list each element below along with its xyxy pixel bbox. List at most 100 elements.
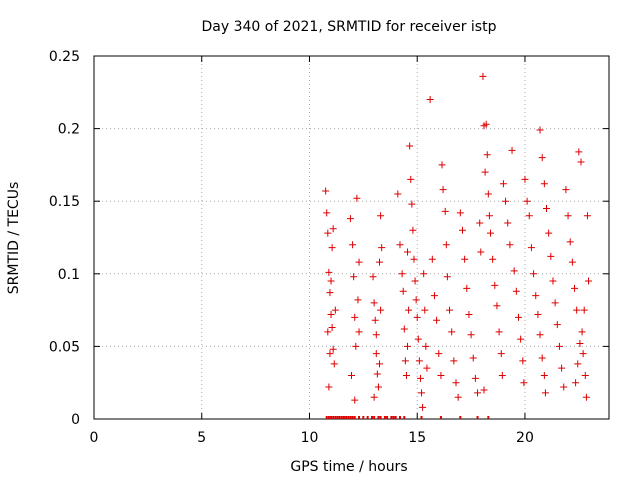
data-point	[540, 180, 548, 188]
y-tick-label: 0.2	[58, 122, 80, 138]
data-point	[350, 273, 358, 281]
data-point	[406, 142, 414, 150]
data-point	[414, 335, 422, 343]
data-point	[465, 310, 473, 318]
data-point	[328, 324, 336, 332]
x-tick-label: 5	[197, 430, 206, 446]
data-point	[369, 273, 377, 281]
data-point	[423, 364, 431, 372]
data-point	[405, 306, 413, 314]
y-axis-label: SRMTID / TECUs	[6, 182, 22, 295]
data-point	[409, 226, 417, 234]
data-point	[353, 194, 361, 202]
data-point	[564, 212, 572, 220]
data-point	[355, 258, 363, 266]
data-point	[450, 357, 458, 365]
data-point	[452, 379, 460, 387]
data-point	[461, 255, 469, 263]
data-point	[558, 364, 566, 372]
axis-ticks: 0 5 10 15 20 0 0.05 0.1 0.15 0.2 0.25	[49, 49, 609, 446]
data-point	[352, 342, 360, 350]
data-point	[486, 229, 494, 237]
data-point	[471, 374, 479, 382]
data-point	[477, 248, 485, 256]
data-point	[372, 350, 380, 358]
data-point	[376, 258, 384, 266]
x-tick-label: 15	[408, 430, 426, 446]
data-point	[573, 306, 581, 314]
data-point	[517, 335, 525, 343]
data-point	[372, 331, 380, 339]
data-point	[402, 371, 410, 379]
data-point	[538, 354, 546, 362]
data-point	[585, 277, 593, 285]
data-point	[407, 175, 415, 183]
data-point	[483, 151, 491, 159]
y-tick-label: 0.25	[49, 49, 80, 65]
data-point	[497, 350, 505, 358]
data-point	[538, 154, 546, 162]
data-point	[543, 204, 551, 212]
data-point	[439, 186, 447, 194]
data-point	[370, 299, 378, 307]
data-point	[568, 258, 576, 266]
data-point	[476, 219, 484, 227]
data-point	[401, 357, 409, 365]
data-point	[540, 371, 548, 379]
data-point	[354, 296, 362, 304]
chart-title: Day 340 of 2021, SRMTID for receiver ist…	[202, 19, 497, 35]
grid	[94, 56, 609, 419]
data-point	[324, 229, 332, 237]
data-point	[527, 244, 535, 252]
data-point	[499, 180, 507, 188]
data-point	[469, 354, 477, 362]
data-point	[525, 212, 533, 220]
plot-frame	[93, 55, 610, 420]
data-point	[519, 357, 527, 365]
data-point	[523, 197, 531, 205]
x-tick-label: 20	[516, 430, 534, 446]
data-point	[491, 281, 499, 289]
data-point	[443, 273, 451, 281]
data-point	[577, 158, 585, 166]
data-point	[574, 360, 582, 368]
data-point	[566, 238, 574, 246]
data-point	[541, 389, 549, 397]
data-point	[374, 383, 382, 391]
data-point	[545, 229, 553, 237]
data-point	[420, 270, 428, 278]
data-points	[322, 72, 593, 411]
data-point	[493, 302, 501, 310]
data-point	[581, 371, 589, 379]
data-point	[536, 126, 544, 134]
data-point	[575, 148, 583, 156]
y-tick-label: 0.15	[49, 194, 80, 210]
data-point	[530, 270, 538, 278]
data-point	[394, 190, 402, 198]
data-point	[555, 342, 563, 350]
data-point	[330, 360, 338, 368]
data-point	[426, 96, 434, 104]
data-point	[442, 241, 450, 249]
data-point	[514, 313, 522, 321]
data-point	[371, 316, 379, 324]
data-point	[485, 212, 493, 220]
data-point	[413, 313, 421, 321]
data-point	[433, 316, 441, 324]
data-point	[376, 360, 384, 368]
data-point	[506, 241, 514, 249]
data-point	[349, 241, 357, 249]
y-tick-label: 0.1	[58, 267, 80, 283]
data-point	[454, 393, 462, 401]
data-point	[495, 328, 503, 336]
data-point	[325, 383, 333, 391]
data-point	[408, 200, 416, 208]
data-point	[576, 339, 584, 347]
x-tick-label: 10	[301, 430, 319, 446]
data-point	[562, 186, 570, 194]
data-point	[373, 370, 381, 378]
data-point	[326, 350, 334, 358]
data-point	[435, 350, 443, 358]
data-point	[583, 212, 591, 220]
